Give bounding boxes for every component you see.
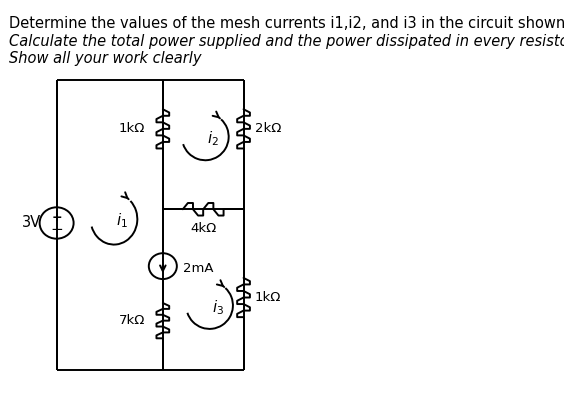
Text: 2mA: 2mA [183,261,214,275]
Text: −: − [50,222,63,237]
Text: $i_1$: $i_1$ [116,212,128,230]
Text: Determine the values of the mesh currents i1,i2, and i3 in the circuit shown.: Determine the values of the mesh current… [9,16,564,31]
Text: Calculate the total power supplied and the power dissipated in every resistor: Calculate the total power supplied and t… [9,34,564,49]
Text: 2kΩ: 2kΩ [255,122,281,135]
Text: Show all your work clearly: Show all your work clearly [9,51,201,66]
Text: 4kΩ: 4kΩ [190,222,217,235]
Text: 7kΩ: 7kΩ [119,314,146,327]
Text: $i_2$: $i_2$ [208,129,219,148]
Text: 1kΩ: 1kΩ [255,291,281,304]
Text: 1kΩ: 1kΩ [119,122,146,135]
Text: $i_3$: $i_3$ [212,298,224,317]
Text: +: + [51,211,62,224]
Text: 3V: 3V [23,216,42,231]
